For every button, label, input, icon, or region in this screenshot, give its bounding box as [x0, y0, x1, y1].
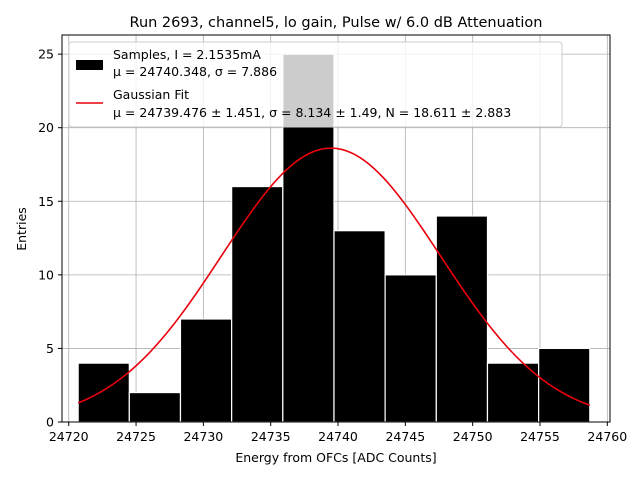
y-tick-label-1: 5 — [46, 341, 54, 356]
x-tick-label-8: 24760 — [587, 429, 627, 444]
x-tick-label-2: 24730 — [183, 429, 223, 444]
y-tick-label-3: 15 — [38, 194, 54, 209]
x-tick-label-7: 24755 — [520, 429, 560, 444]
chart-title: Run 2693, channel5, lo gain, Pulse w/ 6.… — [130, 15, 543, 31]
plot-area-frame — [61, 34, 611, 423]
legend-fit-label: Gaussian Fit — [113, 87, 189, 102]
histogram-bar-7 — [435, 215, 489, 423]
y-tick-label-2: 10 — [38, 267, 54, 282]
x-axis-ticks: 24720 24725 24730 24735 24740 24745 24750 24755… — [49, 422, 627, 444]
histogram-bar-2 — [179, 318, 233, 423]
histogram-bar-5 — [333, 230, 386, 423]
x-axis-label: Energy from OFCs [ADC Counts] — [235, 450, 436, 465]
x-tick-label-0: 24720 — [49, 429, 89, 444]
gaussian-fit-line — [77, 147, 591, 406]
x-tick-label-4: 24740 — [318, 429, 358, 444]
y-tick-label-5: 25 — [38, 47, 54, 62]
legend-box — [68, 41, 563, 128]
legend-fit-stats: μ = 24739.476 ± 1.451, σ = 8.134 ± 1.49,… — [113, 105, 511, 120]
x-tick-label-6: 24750 — [453, 429, 493, 444]
x-tick-label-1: 24725 — [116, 429, 156, 444]
legend-samples-swatch — [76, 60, 103, 70]
histogram-bar-0 — [77, 362, 130, 423]
legend-samples-stats: μ = 24740.348, σ = 7.886 — [113, 64, 277, 79]
x-tick-label-5: 24745 — [385, 429, 425, 444]
y-axis-ticks: 0 5 10 15 20 25 — [38, 47, 62, 430]
histogram-bar-6 — [384, 274, 437, 423]
histogram-bar-8 — [486, 362, 540, 423]
legend: Samples, I = 2.1535mA μ = 24740.348, σ =… — [68, 41, 563, 128]
y-axis-label: Entries — [14, 207, 29, 251]
histogram-bar-1 — [128, 391, 182, 423]
x-tick-label-3: 24735 — [251, 429, 291, 444]
y-tick-label-0: 0 — [46, 415, 54, 430]
histogram-bar-3 — [231, 185, 284, 423]
histogram-bar-9 — [538, 347, 591, 423]
y-tick-label-4: 20 — [38, 120, 54, 135]
legend-samples-label: Samples, I = 2.1535mA — [113, 47, 261, 62]
